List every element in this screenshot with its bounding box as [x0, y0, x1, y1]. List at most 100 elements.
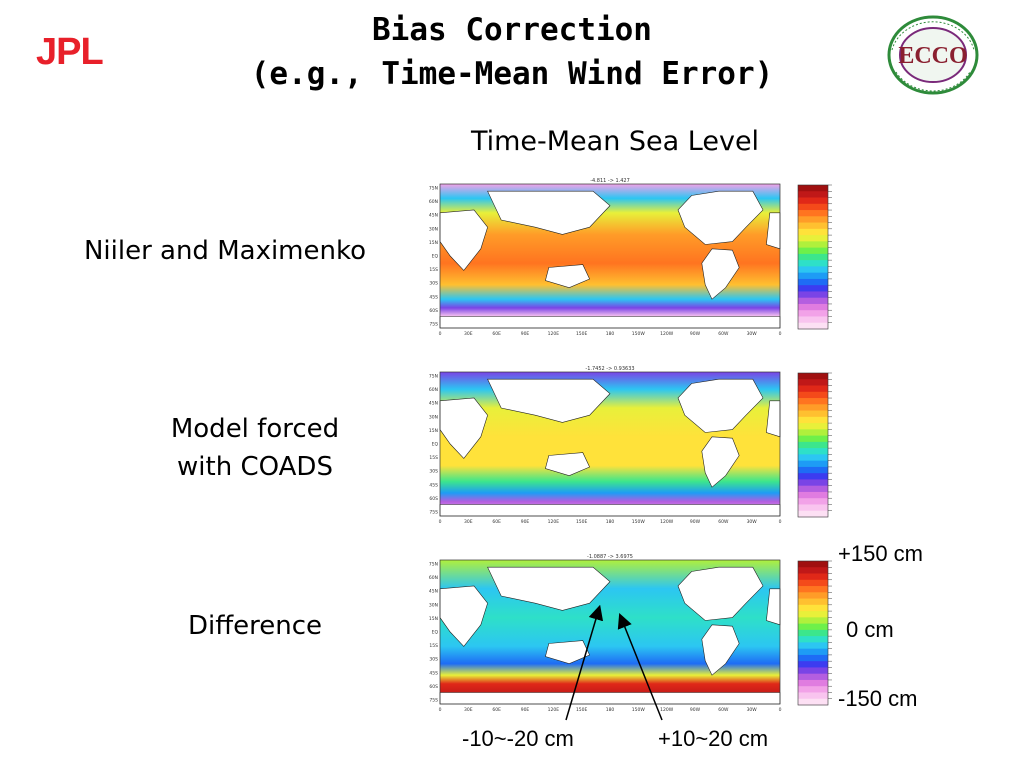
colorbar-frame — [797, 372, 829, 518]
colorbar-swatch — [798, 473, 828, 480]
lat-tick-label: 45N — [429, 401, 438, 407]
colorbar-swatch — [798, 692, 828, 700]
colorbar-swatch — [798, 228, 828, 236]
lon-tick-label: 150W — [632, 707, 646, 713]
lon-tick-label: 180 — [606, 707, 615, 713]
lon-tick-label: 30W — [747, 707, 758, 713]
sea-level-map-niiler: -4.811 -> 1.427 75N 60N 45N 30N 15N EQ 15S 30S 45… — [424, 176, 786, 342]
colorbar-swatch — [798, 466, 828, 474]
colorbar-swatch — [798, 642, 828, 650]
lon-tick-label: 0 — [439, 519, 442, 525]
colorbar-swatch — [798, 441, 828, 449]
lat-tick-label: EQ — [432, 442, 439, 448]
lon-tick-label: 60W — [718, 519, 729, 525]
colorbar-swatch — [798, 385, 828, 393]
lon-tick-label: 120W — [660, 519, 674, 525]
negative-region-label: -10~-20 cm — [462, 726, 574, 751]
colorbar-swatch — [798, 241, 828, 249]
colorbar-swatch — [798, 629, 828, 637]
colorbar-frame — [797, 184, 829, 330]
colorbar-swatch — [798, 285, 828, 292]
svg-text:ECCO: ECCO — [898, 43, 967, 69]
lon-tick-label: 30W — [747, 331, 758, 337]
lat-tick-label: 75N — [429, 186, 438, 192]
colorbar-swatch — [798, 197, 828, 205]
colorbar-swatch — [798, 222, 828, 230]
colorbar-swatch — [798, 498, 828, 505]
colorbar-swatch — [798, 460, 828, 468]
colorbar-swatch — [798, 679, 828, 687]
colorbar-swatch — [798, 561, 828, 568]
land-mass — [701, 248, 740, 300]
colorbar-swatch — [798, 567, 828, 575]
colorbar-swatch — [798, 210, 828, 217]
colorbar-swatch — [798, 260, 828, 267]
lon-tick-label: 60E — [492, 331, 501, 337]
land-mass — [677, 378, 764, 433]
lon-tick-label: 90E — [521, 519, 530, 525]
lat-tick-label: 30N — [429, 226, 438, 232]
colorbar-swatch — [798, 573, 828, 581]
lat-tick-label: 45S — [429, 482, 438, 488]
lon-tick-label: 90E — [521, 707, 530, 713]
map-frame — [439, 559, 781, 705]
lat-tick-label: EQ — [432, 630, 439, 636]
colorbar-swatch — [798, 448, 828, 455]
lon-tick-label: 0 — [439, 707, 442, 713]
land-mass — [677, 566, 764, 621]
lat-tick-label: 15S — [429, 267, 438, 273]
lat-tick-label: 45S — [429, 670, 438, 676]
lon-tick-label: 60W — [718, 331, 729, 337]
lat-tick-label: 30S — [429, 657, 438, 663]
lat-tick-label: 60S — [429, 496, 438, 502]
colorbar-swatch — [798, 667, 828, 675]
lon-tick-label: 60E — [492, 519, 501, 525]
lat-tick-label: 75S — [429, 322, 438, 328]
lon-tick-label: 120E — [548, 331, 560, 337]
lon-tick-label: 120W — [660, 707, 674, 713]
row-label-model: Model forced with COADS — [170, 414, 340, 482]
land-mass — [701, 624, 740, 676]
colorbar-model — [797, 372, 832, 518]
lat-tick-label: 60N — [429, 199, 438, 205]
colorbar-swatch — [798, 216, 828, 224]
colorbar-swatch — [798, 454, 828, 462]
land-mass — [439, 692, 781, 705]
ecco-logo: ECCO — [878, 10, 988, 100]
colorbar-swatch — [798, 435, 828, 443]
lat-tick-label: 15S — [429, 643, 438, 649]
sea-level-map-model: -1.7452 -> 0.93633 75N 60N 45N 30N 15N EQ 15S 30… — [424, 364, 786, 530]
lon-tick-label: 150E — [576, 707, 588, 713]
map-range-label: -1.7452 -> 0.93633 — [585, 366, 634, 372]
lon-tick-label: 120E — [548, 707, 560, 713]
lat-tick-label: 60S — [429, 308, 438, 314]
colorbar-swatch — [798, 404, 828, 412]
lon-tick-label: 30E — [464, 331, 473, 337]
colorbar-swatch — [798, 592, 828, 600]
colorbar-zero-label: 0 cm — [846, 617, 894, 642]
lon-tick-label: 120E — [548, 519, 560, 525]
colorbar-swatch — [798, 698, 828, 706]
sea-level-map-difference: -1.0887 -> 3.6975 75N 60N 45N 30N 15N EQ 15S 30S… — [424, 552, 786, 718]
lon-tick-label: 150E — [576, 519, 588, 525]
colorbar-swatch — [798, 491, 828, 499]
page-subtitle: (e.g., Time-Mean Wind Error) — [250, 56, 774, 92]
lat-tick-label: 75S — [429, 510, 438, 516]
lon-tick-label: 0 — [779, 707, 782, 713]
lon-tick-label: 0 — [779, 331, 782, 337]
lon-tick-label: 90E — [521, 331, 530, 337]
colorbar-swatch — [798, 604, 828, 612]
colorbar-swatch — [798, 297, 828, 305]
lon-tick-label: 30W — [747, 519, 758, 525]
colorbar-swatch — [798, 617, 828, 625]
colorbar-difference — [797, 560, 832, 706]
lon-tick-label: 90W — [690, 331, 701, 337]
row-label-niiler: Niiler and Maximenko — [83, 236, 367, 266]
lat-tick-label: 60S — [429, 684, 438, 690]
lat-tick-label: 45N — [429, 589, 438, 595]
colorbar-swatch — [798, 235, 828, 242]
lat-tick-label: 75N — [429, 562, 438, 568]
page-title: Bias Correction — [372, 12, 652, 48]
colorbar-swatch — [798, 272, 828, 280]
lon-tick-label: 150W — [632, 519, 646, 525]
